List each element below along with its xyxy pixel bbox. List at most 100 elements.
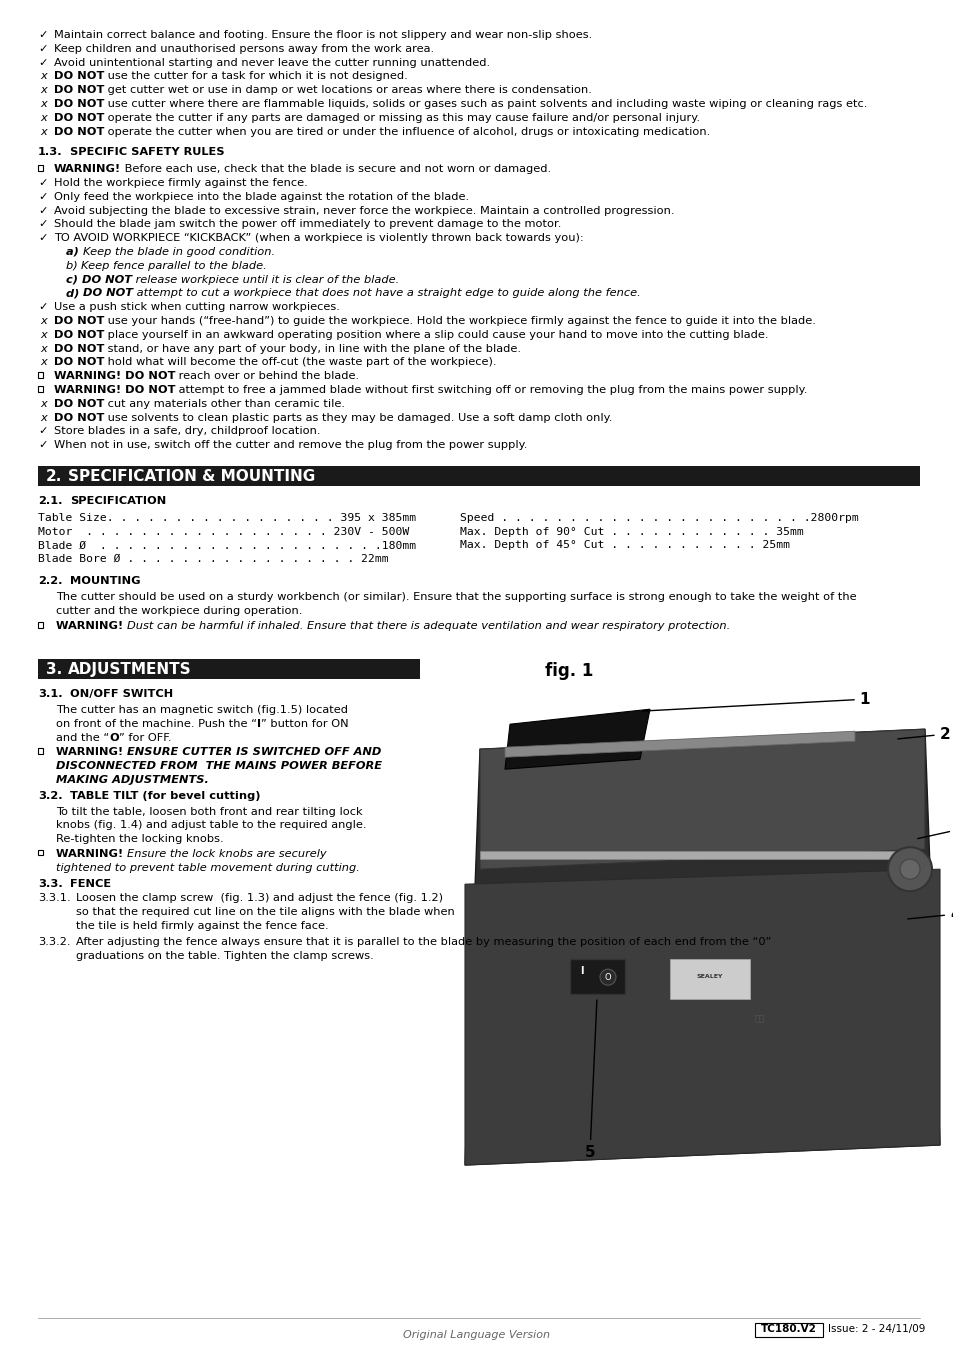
Polygon shape bbox=[504, 709, 649, 769]
Bar bbox=[38, 386, 44, 391]
Text: The cutter should be used on a sturdy workbench (or similar). Ensure that the su: The cutter should be used on a sturdy wo… bbox=[56, 591, 856, 602]
Text: To tilt the table, loosen both front and rear tilting lock: To tilt the table, loosen both front and… bbox=[56, 806, 362, 817]
Text: O: O bbox=[110, 733, 119, 743]
Bar bbox=[38, 850, 44, 856]
Text: cutter and the workpiece during operation.: cutter and the workpiece during operatio… bbox=[56, 606, 302, 616]
Text: Blade Ø  . . . . . . . . . . . . . . . . . . . . .180mm: Blade Ø . . . . . . . . . . . . . . . . … bbox=[38, 540, 416, 551]
Text: hold what will become the off-cut (the waste part of the workpiece).: hold what will become the off-cut (the w… bbox=[104, 358, 497, 367]
Text: ADJUSTMENTS: ADJUSTMENTS bbox=[68, 663, 192, 678]
Text: SPECIFICATION & MOUNTING: SPECIFICATION & MOUNTING bbox=[68, 468, 314, 485]
Text: 3.2.: 3.2. bbox=[38, 791, 63, 801]
Text: ✓: ✓ bbox=[38, 440, 48, 450]
Text: ⒸⒺ: ⒸⒺ bbox=[754, 1015, 764, 1023]
Text: x: x bbox=[40, 72, 47, 81]
Text: TO AVOID WORKPIECE “KICKBACK” (when a workpiece is violently thrown back towards: TO AVOID WORKPIECE “KICKBACK” (when a wo… bbox=[54, 234, 583, 243]
Text: DO NOT: DO NOT bbox=[54, 413, 104, 423]
Text: SPECIFICATION: SPECIFICATION bbox=[70, 495, 166, 506]
Text: Keep fence parallel to the blade.: Keep fence parallel to the blade. bbox=[81, 261, 267, 271]
Text: cut any materials other than ceramic tile.: cut any materials other than ceramic til… bbox=[104, 398, 345, 409]
Text: b): b) bbox=[66, 261, 81, 271]
Text: WARNING!: WARNING! bbox=[56, 748, 127, 757]
Circle shape bbox=[899, 859, 919, 879]
Text: 1: 1 bbox=[642, 691, 869, 711]
Text: MAKING ADJUSTMENTS.: MAKING ADJUSTMENTS. bbox=[56, 775, 209, 784]
Text: 3.: 3. bbox=[46, 663, 62, 678]
Text: x: x bbox=[40, 358, 47, 367]
Text: Hold the workpiece firmly against the fence.: Hold the workpiece firmly against the fe… bbox=[54, 178, 308, 188]
Text: WARNING!: WARNING! bbox=[56, 849, 127, 859]
Text: x: x bbox=[40, 127, 47, 136]
Bar bbox=[38, 622, 44, 628]
Bar bbox=[669, 960, 749, 999]
Text: 5: 5 bbox=[584, 1000, 597, 1160]
Text: x: x bbox=[40, 344, 47, 354]
Text: DO NOT: DO NOT bbox=[54, 358, 104, 367]
Text: Ensure the lock knobs are securely: Ensure the lock knobs are securely bbox=[127, 849, 327, 859]
Text: ✓: ✓ bbox=[38, 178, 48, 188]
Text: x: x bbox=[40, 413, 47, 423]
Text: DO NOT: DO NOT bbox=[54, 127, 104, 136]
Text: O: O bbox=[604, 973, 611, 981]
Text: x: x bbox=[40, 329, 47, 340]
Text: DO NOT: DO NOT bbox=[54, 344, 104, 354]
Text: 3.1.: 3.1. bbox=[38, 690, 63, 699]
Text: graduations on the table. Tighten the clamp screws.: graduations on the table. Tighten the cl… bbox=[76, 950, 374, 961]
Text: fig. 1: fig. 1 bbox=[544, 663, 593, 680]
Text: DO NOT: DO NOT bbox=[83, 289, 133, 298]
Text: 2.1.: 2.1. bbox=[38, 495, 63, 506]
Text: ENSURE CUTTER IS SWITCHED OFF AND: ENSURE CUTTER IS SWITCHED OFF AND bbox=[127, 748, 381, 757]
Text: Max. Depth of 45° Cut . . . . . . . . . . . 25mm: Max. Depth of 45° Cut . . . . . . . . . … bbox=[459, 540, 789, 551]
Text: ✓: ✓ bbox=[38, 205, 48, 216]
Text: 3.3.: 3.3. bbox=[38, 879, 63, 888]
Text: place yourself in an awkward operating position where a slip could cause your ha: place yourself in an awkward operating p… bbox=[104, 329, 768, 340]
Text: ✓: ✓ bbox=[38, 30, 48, 40]
Text: I: I bbox=[256, 718, 261, 729]
Text: 2.: 2. bbox=[46, 468, 62, 485]
Text: Issue: 2 - 24/11/09: Issue: 2 - 24/11/09 bbox=[827, 1324, 924, 1334]
Text: ✓: ✓ bbox=[38, 234, 48, 243]
Text: WARNING! DO NOT: WARNING! DO NOT bbox=[54, 385, 175, 396]
Text: 3: 3 bbox=[917, 822, 953, 838]
Text: use the cutter for a task for which it is not designed.: use the cutter for a task for which it i… bbox=[104, 72, 408, 81]
Text: Maintain correct balance and footing. Ensure the floor is not slippery and wear : Maintain correct balance and footing. En… bbox=[54, 30, 592, 40]
Text: release workpiece until it is clear of the blade.: release workpiece until it is clear of t… bbox=[132, 274, 399, 285]
Bar bbox=[38, 373, 44, 378]
Text: DO NOT: DO NOT bbox=[54, 72, 104, 81]
Text: After adjusting the fence always ensure that it is parallel to the blade by meas: After adjusting the fence always ensure … bbox=[76, 937, 771, 946]
Text: DO NOT: DO NOT bbox=[54, 85, 104, 96]
Text: Re-tighten the locking knobs.: Re-tighten the locking knobs. bbox=[56, 834, 223, 844]
Bar bbox=[479, 852, 914, 859]
Text: ✓: ✓ bbox=[38, 43, 48, 54]
Text: Keep children and unauthorised persons away from the work area.: Keep children and unauthorised persons a… bbox=[54, 43, 434, 54]
Text: reach over or behind the blade.: reach over or behind the blade. bbox=[175, 371, 359, 381]
Polygon shape bbox=[479, 729, 924, 869]
Text: MOUNTING: MOUNTING bbox=[70, 576, 140, 586]
Text: TC180.V2: TC180.V2 bbox=[760, 1324, 816, 1334]
Text: Dust can be harmful if inhaled. Ensure that there is adequate ventilation and we: Dust can be harmful if inhaled. Ensure t… bbox=[127, 621, 730, 632]
Text: x: x bbox=[40, 85, 47, 96]
Text: attempt to cut a workpiece that does not have a straight edge to guide along the: attempt to cut a workpiece that does not… bbox=[133, 289, 640, 298]
Text: ✓: ✓ bbox=[38, 192, 48, 201]
Text: x: x bbox=[40, 99, 47, 109]
Text: Keep the blade in good condition.: Keep the blade in good condition. bbox=[83, 247, 274, 256]
Bar bbox=[38, 466, 919, 486]
Polygon shape bbox=[464, 869, 939, 1165]
Text: ” for OFF.: ” for OFF. bbox=[119, 733, 172, 743]
Text: SEALEY: SEALEY bbox=[696, 975, 722, 979]
Text: use solvents to clean plastic parts as they may be damaged. Use a soft damp clot: use solvents to clean plastic parts as t… bbox=[104, 413, 612, 423]
Text: 1.3.: 1.3. bbox=[38, 147, 63, 158]
Text: Use a push stick when cutting narrow workpieces.: Use a push stick when cutting narrow wor… bbox=[54, 302, 339, 312]
Polygon shape bbox=[464, 729, 939, 1165]
Bar bbox=[754, 1323, 822, 1336]
Text: attempt to free a jammed blade without first switching off or removing the plug : attempt to free a jammed blade without f… bbox=[175, 385, 807, 396]
Text: x: x bbox=[40, 316, 47, 325]
Text: The cutter has an magnetic switch (fig.1.5) located: The cutter has an magnetic switch (fig.1… bbox=[56, 705, 348, 716]
Text: When not in use, switch off the cutter and remove the plug from the power supply: When not in use, switch off the cutter a… bbox=[54, 440, 527, 450]
Text: SPECIFIC SAFETY RULES: SPECIFIC SAFETY RULES bbox=[70, 147, 224, 158]
Text: FENCE: FENCE bbox=[70, 879, 111, 888]
Text: so that the required cut line on the tile aligns with the blade when: so that the required cut line on the til… bbox=[76, 907, 455, 917]
Text: the tile is held firmly against the fence face.: the tile is held firmly against the fenc… bbox=[76, 921, 328, 931]
Text: DO NOT: DO NOT bbox=[54, 316, 104, 325]
Text: tightened to prevent table movement during cutting.: tightened to prevent table movement duri… bbox=[56, 863, 359, 873]
Text: a): a) bbox=[66, 247, 83, 256]
